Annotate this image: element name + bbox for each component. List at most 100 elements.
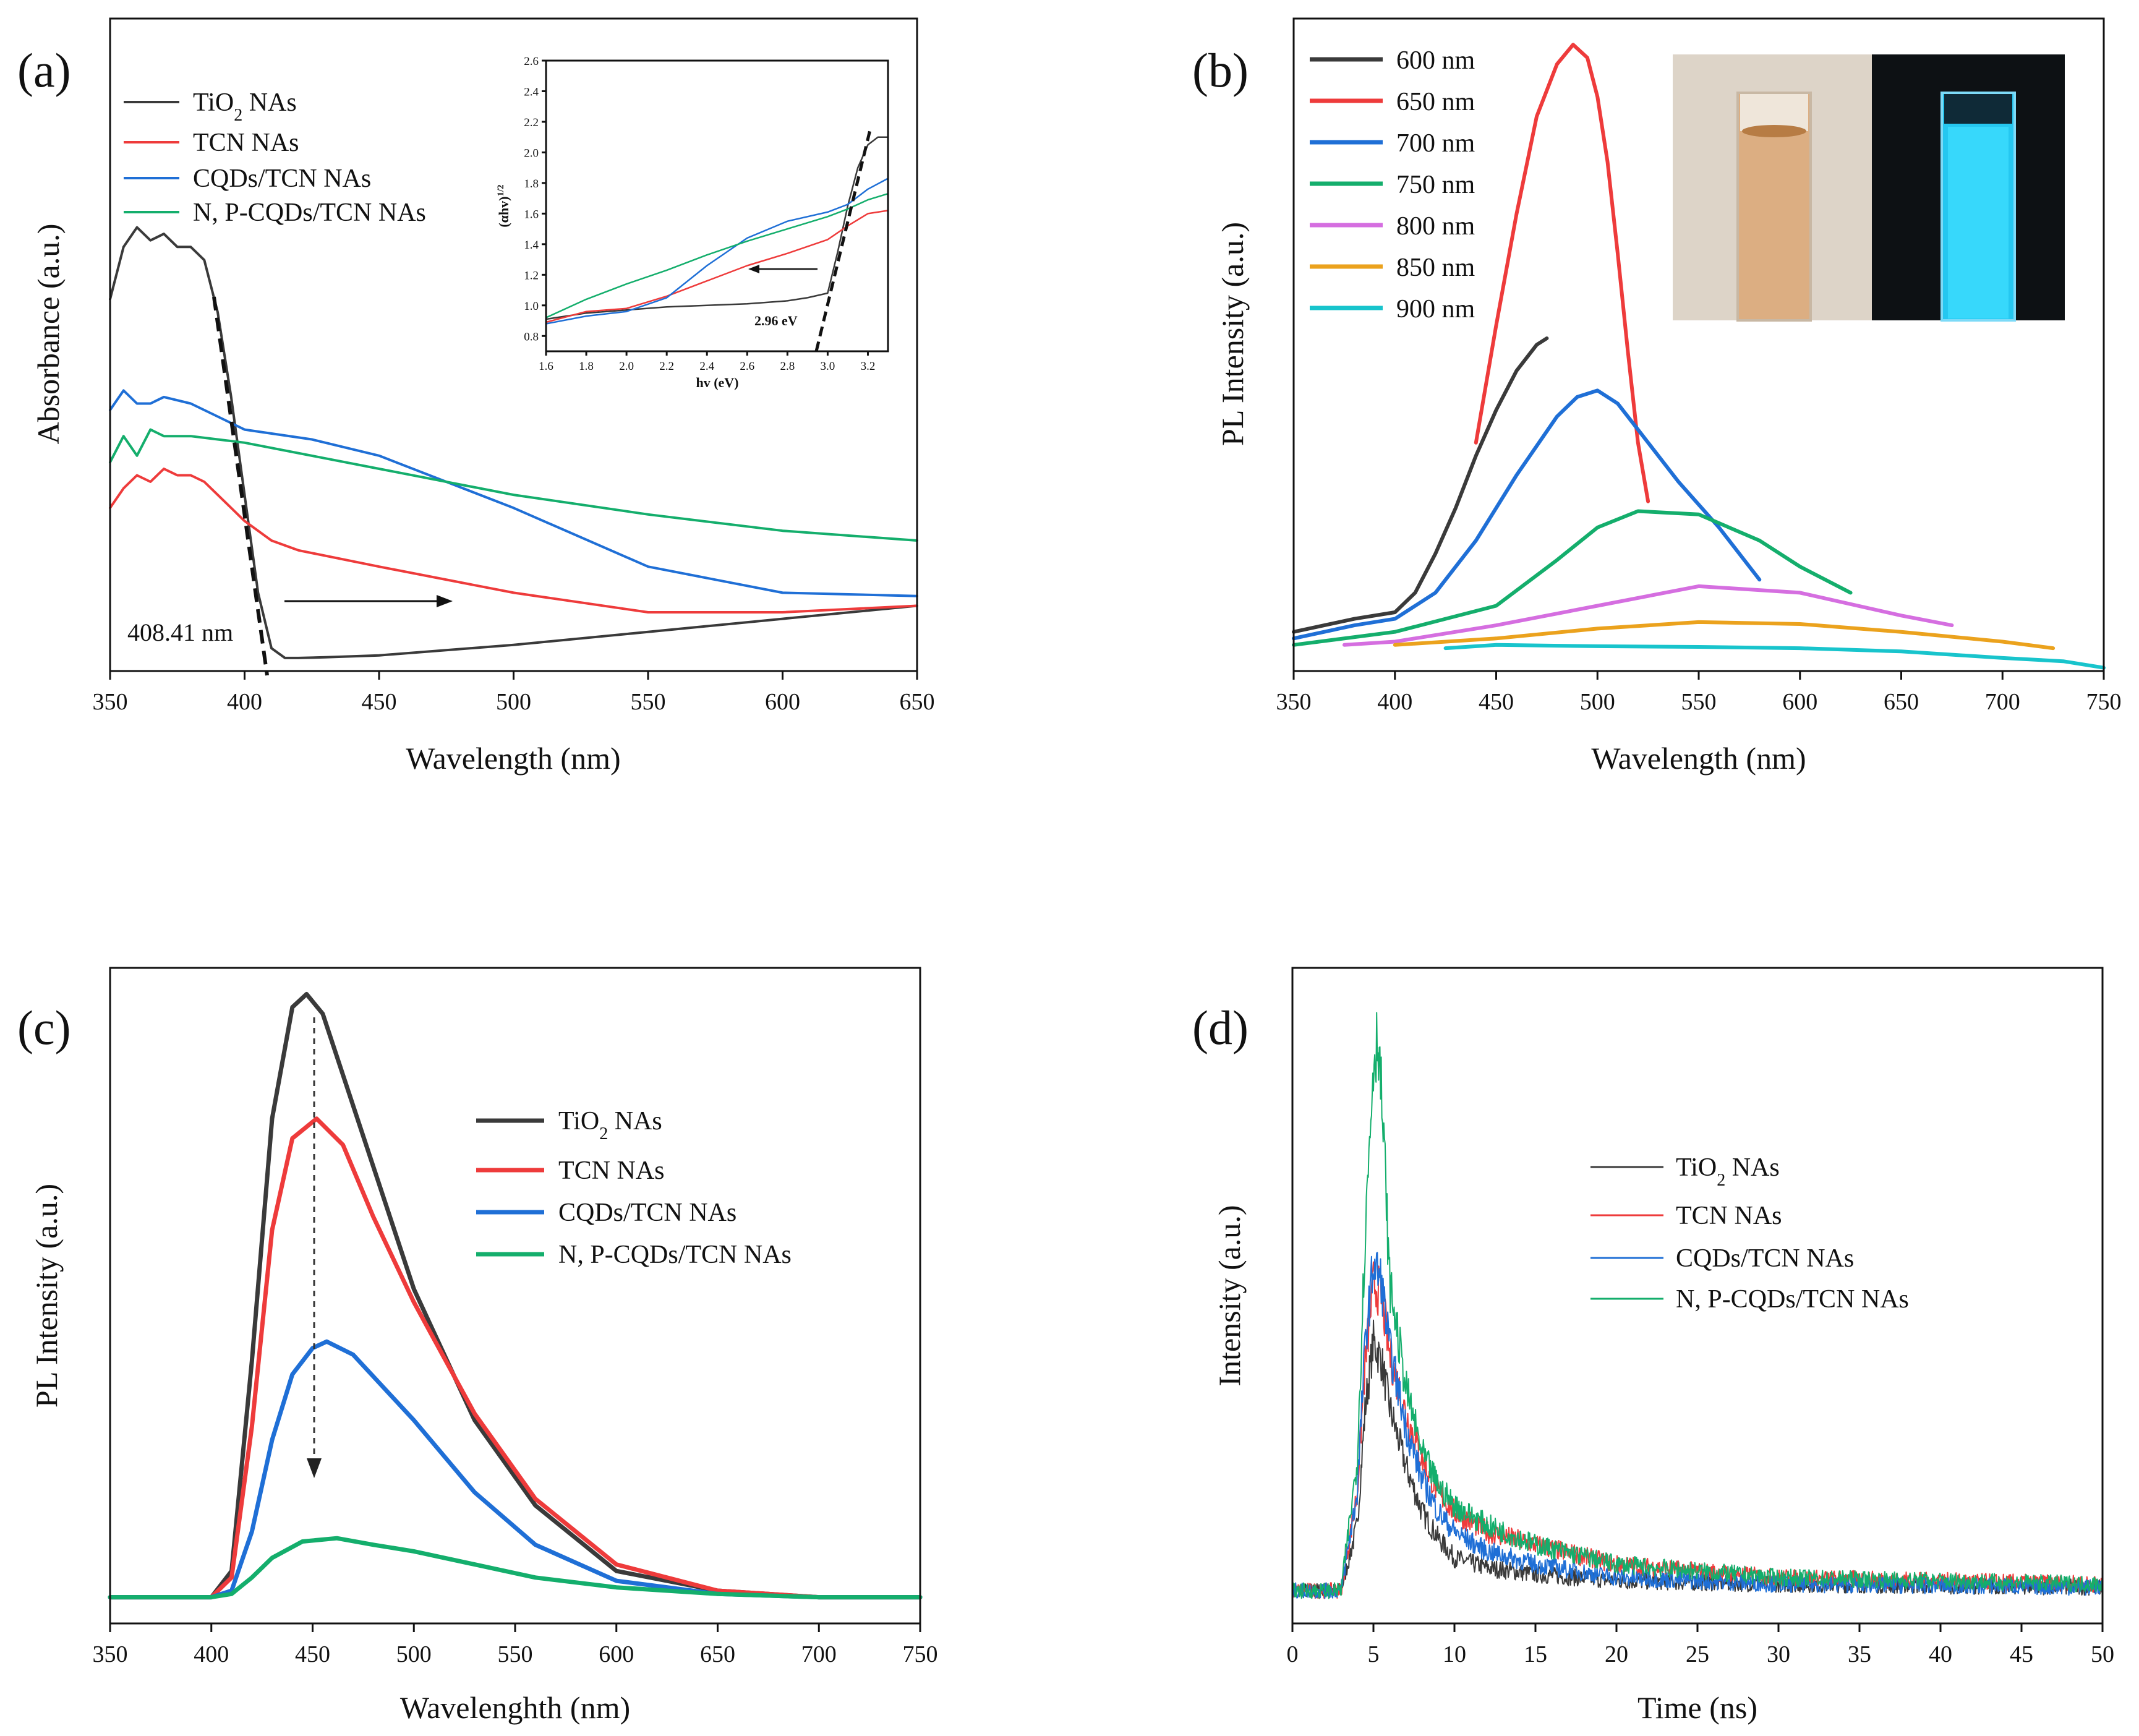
inset-y-tick-label: 0.8 [524, 330, 539, 343]
x-tick-label: 15 [1524, 1641, 1547, 1667]
inset-x-tick-label: 2.2 [659, 360, 674, 373]
panel-label-c: (c) [17, 1001, 71, 1054]
a-legend-label-1: TCN NAs [193, 129, 299, 157]
d-legend-label-1: TCN NAs [1676, 1202, 1782, 1230]
a-x-axis-label: Wavelength (nm) [406, 741, 620, 776]
c-series-group [108, 991, 923, 1600]
inset-x-tick-label: 2.4 [699, 360, 714, 373]
x-tick-label: 350 [1276, 689, 1312, 715]
c-legend-label-2: CQDs/TCN NAs [558, 1199, 736, 1227]
a-inset-eg-annotation: 2.96 eV [754, 313, 798, 328]
d-tick-labels: 0 5 10 15 20 25 30 35 40 45 50 [1287, 1623, 2114, 1667]
x-tick-label: 750 [2086, 689, 2122, 715]
a-inset-tick-labels: 1.6 1.8 2.0 2.2 2.4 2.6 2.8 3.0 3.2 0.8 1.0 1.2 1.4 1… [524, 55, 875, 373]
series-line-1 [1292, 336, 1549, 634]
b-legend-label-2: 700 nm [1396, 129, 1475, 158]
x-tick-label: 650 [1884, 689, 1919, 715]
series-line-1 [109, 226, 918, 659]
series-line-2 [1474, 43, 1650, 503]
a-edge-annotation: 408.41 nm [127, 618, 233, 646]
c-x-axis-label: Wavelenghth (nm) [400, 1690, 630, 1725]
panel-c: (c) 350 400 450 500 550 600 650 700 750 TiO2 NAs… [17, 967, 938, 1725]
x-tick-label: 30 [1767, 1641, 1790, 1667]
series-line-6 [1393, 620, 2056, 651]
series-line-3 [1292, 388, 1762, 641]
a-inset-tangent-line [814, 129, 872, 352]
a-plot-frame [109, 17, 918, 672]
a-inset-arrow-head [748, 265, 759, 273]
series-line-4 [1292, 509, 1853, 647]
x-tick-label: 40 [1929, 1641, 1952, 1667]
series-line-7 [1443, 643, 2106, 670]
inset-y-tick-label: 1.8 [524, 177, 539, 190]
b-y-axis-label: PL Intensity (a.u.) [1215, 222, 1250, 446]
x-tick-label: 450 [1479, 689, 1514, 715]
c-plot-frame [109, 967, 921, 1625]
inset-x-tick-label: 2.8 [780, 360, 795, 373]
series-line-2 [108, 1116, 923, 1600]
inset-y-tick-label: 1.0 [524, 300, 539, 313]
d-legend-label-2: CQDs/TCN NAs [1676, 1244, 1854, 1273]
x-tick-label: 700 [801, 1641, 837, 1667]
x-tick-label: 400 [194, 1641, 229, 1667]
x-tick-label: 0 [1287, 1641, 1299, 1667]
x-tick-label: 10 [1443, 1641, 1466, 1667]
a-tick-labels: 350 400 450 500 550 600 650 [93, 671, 935, 715]
series-line-2 [109, 468, 918, 614]
inset-series-line-2 [545, 210, 889, 323]
d-legend: TiO2 NAs TCN NAs CQDs/TCN NAs N, P-CQDs/… [1590, 1153, 1909, 1314]
x-tick-label: 650 [700, 1641, 735, 1667]
panel-label-a: (a) [17, 43, 71, 97]
inset-x-tick-label: 1.6 [539, 360, 553, 373]
panel-label-b: (b) [1192, 43, 1249, 97]
a-inset-frame [545, 59, 889, 353]
series-line-5 [1342, 584, 1954, 647]
d-y-axis-label: Intensity (a.u.) [1212, 1205, 1247, 1387]
b-series-group [1292, 43, 2106, 670]
d-plot-frame [1291, 967, 2104, 1625]
series-line-3 [1292, 1252, 2103, 1599]
x-tick-label: 600 [1782, 689, 1817, 715]
x-tick-label: 5 [1368, 1641, 1380, 1667]
series-line-1 [108, 991, 923, 1600]
x-tick-label: 650 [900, 689, 935, 715]
a-annotations: 408.41 nm [127, 296, 453, 676]
panel-label-d: (d) [1192, 1001, 1249, 1054]
b-plot-frame [1292, 17, 2105, 672]
x-tick-label: 500 [396, 1641, 432, 1667]
x-tick-label: 400 [227, 689, 262, 715]
b-legend-label-4: 800 nm [1396, 212, 1475, 241]
x-tick-label: 25 [1686, 1641, 1709, 1667]
c-legend-label-1: TCN NAs [558, 1157, 665, 1185]
x-tick-label: 45 [2010, 1641, 2033, 1667]
series-line-3 [108, 1339, 923, 1600]
inset-x-tick-label: 2.6 [740, 360, 754, 373]
x-tick-label: 450 [295, 1641, 330, 1667]
inset-y-tick-label: 2.4 [524, 85, 539, 98]
panel-d: (d) 0 5 10 15 20 25 30 35 40 45 50 TiO2 NAs TCN NA… [1192, 967, 2114, 1725]
c-tick-labels: 350 400 450 500 550 600 650 700 750 [93, 1623, 938, 1667]
x-tick-label: 400 [1377, 689, 1412, 715]
x-tick-label: 450 [362, 689, 397, 715]
a-legend: TiO2 NAs TCN NAs CQDs/TCN NAs N, P-CQDs/… [124, 88, 426, 227]
x-tick-label: 350 [93, 1641, 128, 1667]
a-shift-arrow-head [437, 595, 453, 607]
x-tick-label: 500 [1580, 689, 1615, 715]
x-tick-label: 20 [1605, 1641, 1628, 1667]
x-tick-label: 500 [496, 689, 531, 715]
series-line-4 [1292, 1012, 2103, 1599]
x-tick-label: 550 [498, 1641, 533, 1667]
series-line-4 [109, 428, 918, 542]
b-legend-label-5: 850 nm [1396, 254, 1475, 282]
d-series-group [1292, 1012, 2103, 1599]
inset-y-tick-label: 2.0 [524, 147, 539, 160]
inset-y-tick-label: 2.6 [524, 55, 539, 68]
inset-x-tick-label: 3.0 [821, 360, 835, 373]
a-legend-label-2: CQDs/TCN NAs [193, 165, 371, 193]
c-legend: TiO2 NAs TCN NAs CQDs/TCN NAs N, P-CQDs/… [476, 1107, 792, 1269]
x-tick-label: 600 [599, 1641, 634, 1667]
x-tick-label: 35 [1848, 1641, 1871, 1667]
d-legend-label-3: N, P-CQDs/TCN NAs [1676, 1285, 1909, 1314]
a-legend-label-3: N, P-CQDs/TCN NAs [193, 199, 426, 227]
